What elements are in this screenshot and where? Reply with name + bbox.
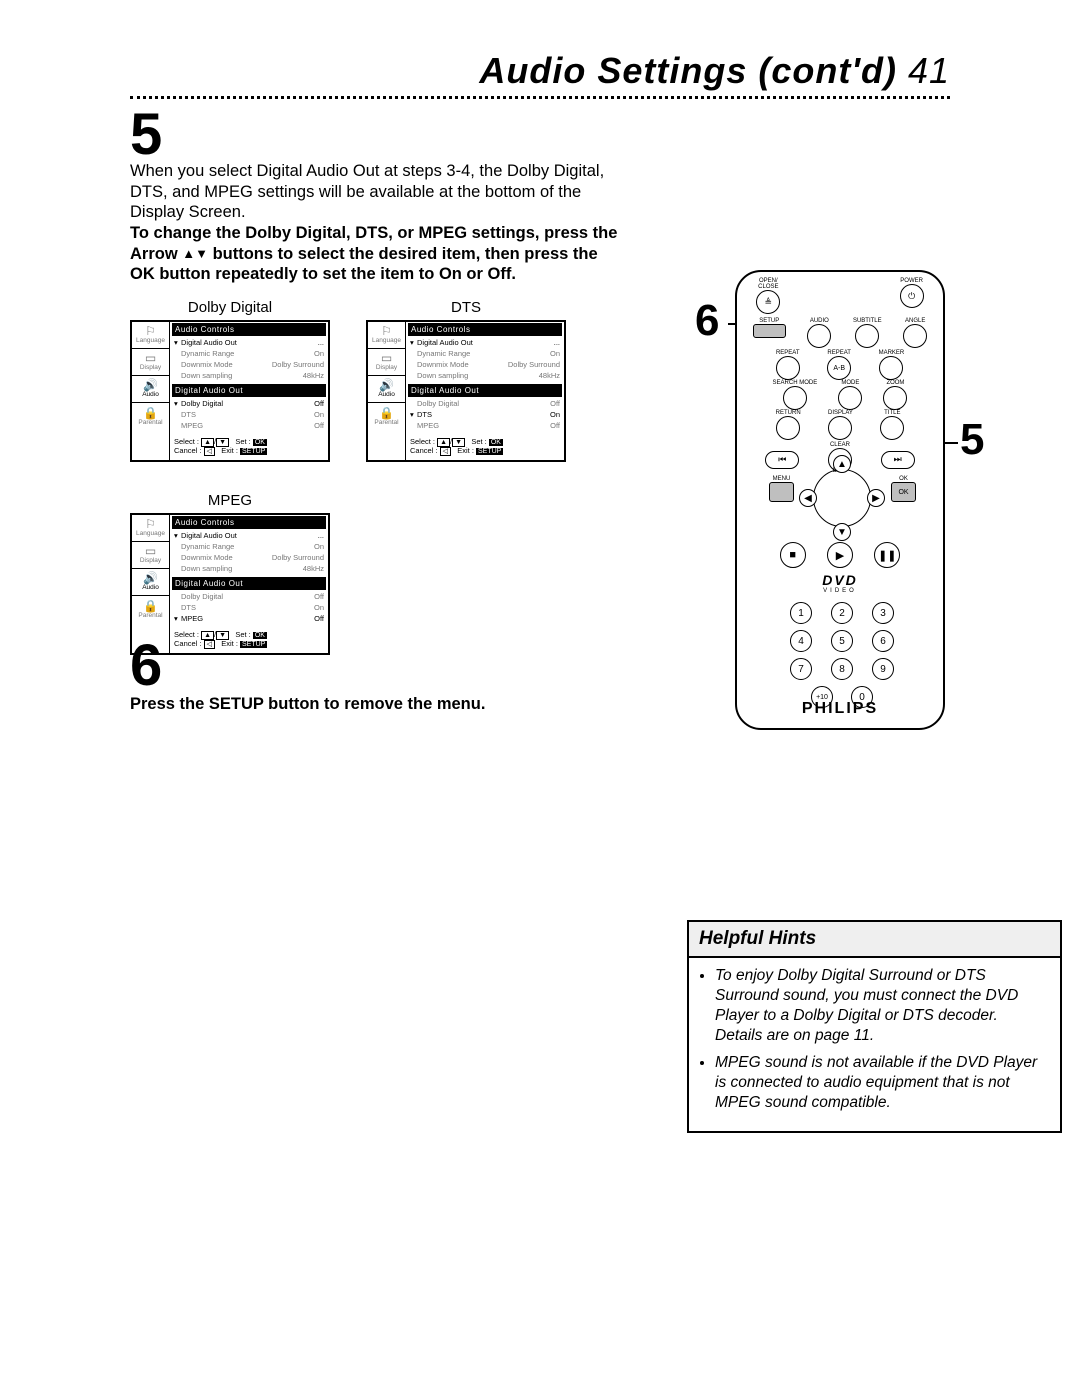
subtitle-button[interactable] xyxy=(855,324,879,348)
menu-button[interactable] xyxy=(769,482,794,502)
nav-up-button[interactable]: ▲ xyxy=(833,455,851,473)
menu-side-language: ⚐Language xyxy=(368,322,405,349)
menu-side-audio: 🔊Audio xyxy=(132,569,169,596)
nav-left-button[interactable]: ◀ xyxy=(799,489,817,507)
num-9-button[interactable]: 9 xyxy=(872,658,894,680)
menu-side-language: ⚐Language xyxy=(132,515,169,542)
brand-logo: PHILIPS xyxy=(737,700,943,718)
num-1-button[interactable]: 1 xyxy=(790,602,812,624)
menu-side-language: ⚐Language xyxy=(132,322,169,349)
step-6-number: 6 xyxy=(130,640,162,692)
menu-side-display: ▭Display xyxy=(368,349,405,376)
hint-item: MPEG sound is not available if the DVD P… xyxy=(715,1053,1046,1113)
step-6-text: Press the SETUP button to remove the men… xyxy=(130,694,485,715)
helpful-hints-title: Helpful Hints xyxy=(689,922,1060,958)
zoom-button[interactable] xyxy=(883,386,907,410)
callout-5: 5 xyxy=(960,415,984,465)
open-close-button[interactable]: ≜ xyxy=(756,290,780,314)
helpful-hints-body: To enjoy Dolby Digital Surround or DTS S… xyxy=(689,958,1060,1131)
num-5-button[interactable]: 5 xyxy=(831,630,853,652)
open-close-label: OPEN/ CLOSE xyxy=(756,278,780,290)
num-3-button[interactable]: 3 xyxy=(872,602,894,624)
page-title: Audio Settings (cont'd) 41 xyxy=(130,50,950,92)
pause-button[interactable]: ❚❚ xyxy=(874,542,900,568)
number-pad: 123 456 789 +100 xyxy=(790,602,894,714)
step-5-number: 5 xyxy=(130,109,162,161)
num-8-button[interactable]: 8 xyxy=(831,658,853,680)
menu-subheader: Digital Audio Out xyxy=(408,384,562,397)
angle-button[interactable] xyxy=(903,324,927,348)
mode-button[interactable] xyxy=(838,386,862,410)
prev-track-button[interactable]: ⏮ xyxy=(765,451,799,469)
menu-subheader: Digital Audio Out xyxy=(172,384,326,397)
menu-side-parental: 🔒Parental xyxy=(132,403,169,430)
nav-right-button[interactable]: ▶ xyxy=(867,489,885,507)
stop-button[interactable]: ■ xyxy=(780,542,806,568)
num-6-button[interactable]: 6 xyxy=(872,630,894,652)
menu-subheader: Digital Audio Out xyxy=(172,577,326,590)
search-mode-button[interactable] xyxy=(783,386,807,410)
power-button[interactable]: ⏻ xyxy=(900,284,924,308)
divider xyxy=(130,96,950,99)
play-button[interactable]: ▶ xyxy=(827,542,853,568)
repeat-button[interactable] xyxy=(776,356,800,380)
title-button[interactable] xyxy=(880,416,904,440)
hint-item: To enjoy Dolby Digital Surround or DTS S… xyxy=(715,966,1046,1047)
menu-dolby: Dolby Digital ⚐Language▭Display🔊Audio🔒Pa… xyxy=(130,299,330,462)
menu-header: Audio Controls xyxy=(172,516,326,529)
num-2-button[interactable]: 2 xyxy=(831,602,853,624)
menu-dts: DTS ⚐Language▭Display🔊Audio🔒Parental Aud… xyxy=(366,299,566,462)
menu-header: Audio Controls xyxy=(172,323,326,336)
dvd-logo: DVD VIDEO xyxy=(737,572,943,594)
nav-down-button[interactable]: ▼ xyxy=(833,523,851,541)
remote-control: OPEN/ CLOSE ≜ POWER ⏻ SETUP AUDIO SUBTIT… xyxy=(735,270,945,730)
step-6: 6 Press the SETUP button to remove the m… xyxy=(130,640,485,715)
menu-title: Dolby Digital xyxy=(130,299,330,316)
step-5: 5 When you select Digital Audio Out at s… xyxy=(130,109,950,285)
audio-button[interactable] xyxy=(807,324,831,348)
menu-title: DTS xyxy=(366,299,566,316)
ok-button[interactable]: OK xyxy=(891,482,916,502)
helpful-hints-box: Helpful Hints To enjoy Dolby Digital Sur… xyxy=(687,920,1062,1133)
num-7-button[interactable]: 7 xyxy=(790,658,812,680)
next-track-button[interactable]: ⏭ xyxy=(881,451,915,469)
menu-title: MPEG xyxy=(130,492,330,509)
repeat-ab-button[interactable]: A-B xyxy=(827,356,851,380)
menu-mpeg: MPEG ⚐Language▭Display🔊Audio🔒Parental Au… xyxy=(130,492,330,655)
step-5-text: When you select Digital Audio Out at ste… xyxy=(130,161,620,285)
callout-6: 6 xyxy=(695,296,719,346)
display-button[interactable] xyxy=(828,416,852,440)
num-4-button[interactable]: 4 xyxy=(790,630,812,652)
setup-button[interactable] xyxy=(753,324,786,338)
marker-button[interactable] xyxy=(879,356,903,380)
menu-side-audio: 🔊Audio xyxy=(132,376,169,403)
menu-side-parental: 🔒Parental xyxy=(132,596,169,623)
menu-header: Audio Controls xyxy=(408,323,562,336)
menu-side-display: ▭Display xyxy=(132,349,169,376)
return-button[interactable] xyxy=(776,416,800,440)
menu-label: MENU xyxy=(769,476,794,482)
menu-side-display: ▭Display xyxy=(132,542,169,569)
nav-pad: ▲ ▼ ◀ ▶ xyxy=(801,457,883,539)
menu-side-audio: 🔊Audio xyxy=(368,376,405,403)
menu-side-parental: 🔒Parental xyxy=(368,403,405,430)
